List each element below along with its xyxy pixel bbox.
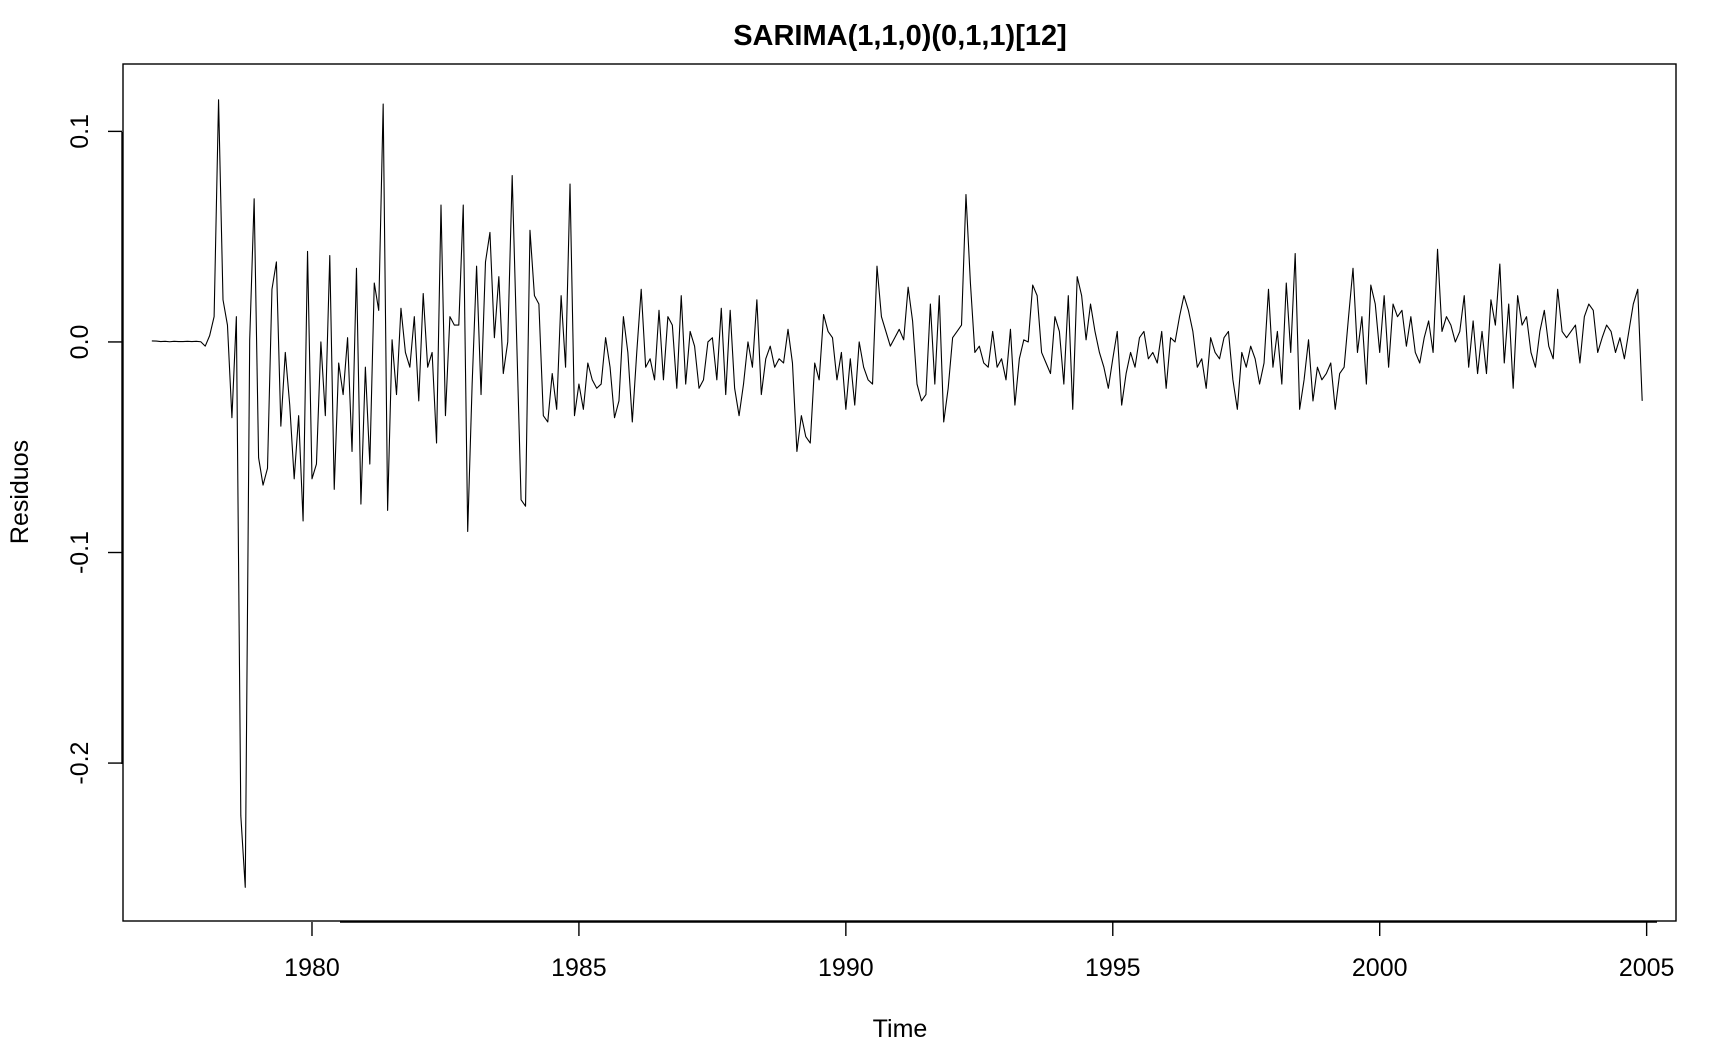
- y-tick-label: 0.1: [66, 114, 94, 149]
- plot-frame: [122, 63, 1677, 922]
- x-tick-label: 2000: [1352, 954, 1408, 982]
- y-tick-label: -0.2: [66, 742, 94, 785]
- x-tick-label: 1980: [284, 954, 340, 982]
- x-tick-label: 1995: [1085, 954, 1141, 982]
- residuals-line: [151, 99, 1643, 888]
- x-tick-label: 1985: [551, 954, 607, 982]
- x-tick-label: 2005: [1619, 954, 1675, 982]
- y-axis-label: Residuos: [6, 440, 34, 544]
- y-axis-ticks: -0.2 -0.1 0.0 0.1: [66, 114, 122, 785]
- chart-title: SARIMA(1,1,0)(0,1,1)[12]: [733, 20, 1067, 52]
- y-tick-label: -0.1: [66, 531, 94, 574]
- x-axis-ticks: 1980 1985 1990 1995 2000 2005: [284, 922, 1674, 982]
- x-axis-label: Time: [873, 1015, 928, 1043]
- y-tick-label: 0.0: [66, 325, 94, 360]
- x-tick-label: 1990: [818, 954, 874, 982]
